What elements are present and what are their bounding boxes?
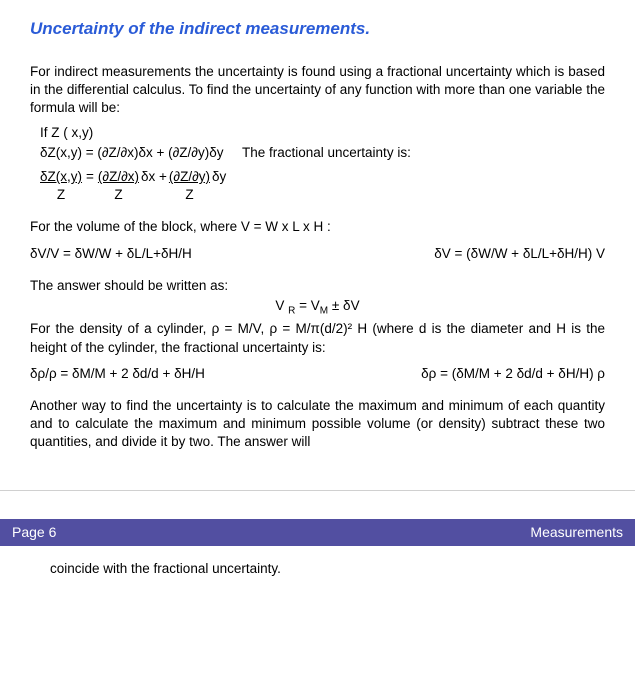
- delta-z-line: δZ(x,y) = (∂Z/∂x)δx + (∂Z/∂y)δy The frac…: [30, 144, 605, 162]
- tail-dy: δy: [210, 168, 228, 186]
- sub-m: M: [320, 306, 328, 317]
- another-way-paragraph: Another way to find the uncertainty is t…: [30, 397, 605, 452]
- density-paragraph: For the density of a cylinder, ρ = M/V, …: [30, 320, 605, 356]
- frac-term-3: (∂Z/∂y) Z: [169, 168, 210, 204]
- equals-sign: =: [82, 168, 98, 186]
- frac-term-2: (∂Z/∂x) Z: [98, 168, 139, 204]
- continuation-text: coincide with the fractional uncertainty…: [0, 546, 635, 598]
- delta-z-formula: δZ(x,y) = (∂Z/∂x)δx + (∂Z/∂y)δy: [40, 145, 223, 160]
- answer-intro: The answer should be written as:: [30, 277, 605, 295]
- density-fractional: δρ/ρ = δM/M + 2 δd/d + δH/H: [30, 365, 205, 383]
- page-body: Uncertainty of the indirect measurements…: [0, 0, 635, 452]
- footer-title: Measurements: [530, 523, 623, 542]
- volume-intro: For the volume of the block, where V = W…: [30, 218, 605, 236]
- divider-line: [0, 490, 635, 491]
- density-absolute: δρ = (δM/M + 2 δd/d + δH/H) ρ: [421, 365, 605, 383]
- intro-paragraph: For indirect measurements the uncertaint…: [30, 63, 605, 118]
- frac-term-1: δZ(x,y) Z: [40, 168, 82, 204]
- plus-dx: δx +: [139, 168, 169, 186]
- volume-fractional: δV/V = δW/W + δL/L+δH/H: [30, 245, 192, 263]
- page-number: Page 6: [12, 523, 56, 542]
- fractional-uncert-label: The fractional uncertainty is:: [242, 145, 411, 160]
- footer-bar: Page 6 Measurements: [0, 519, 635, 546]
- sub-r: R: [288, 306, 295, 317]
- volume-formula-row: δV/V = δW/W + δL/L+δH/H δV = (δW/W + δL/…: [30, 245, 605, 263]
- section-title: Uncertainty of the indirect measurements…: [30, 18, 605, 41]
- vr-result-line: V R = VM ± δV: [30, 297, 605, 318]
- fractional-formula: δZ(x,y) Z = (∂Z/∂x) Z δx + (∂Z/∂y) Z δy: [30, 168, 605, 204]
- if-z-line: If Z ( x,y): [30, 124, 605, 142]
- density-formula-row: δρ/ρ = δM/M + 2 δd/d + δH/H δρ = (δM/M +…: [30, 365, 605, 383]
- volume-absolute: δV = (δW/W + δL/L+δH/H) V: [434, 245, 605, 263]
